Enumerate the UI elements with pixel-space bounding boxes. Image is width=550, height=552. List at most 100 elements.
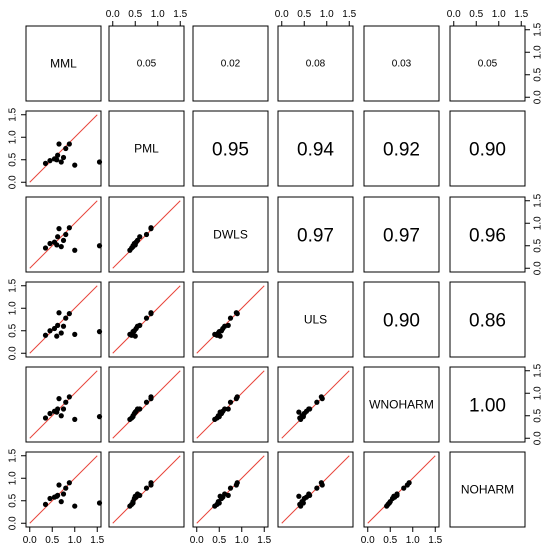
panel-wnoharm-pml [108, 366, 185, 443]
variable-label-noharm: NOHARM [461, 483, 514, 497]
panel-wnoharm-noharm: 1.00 [449, 366, 526, 443]
correlation-value: 1.00 [469, 396, 506, 417]
data-point [60, 406, 67, 412]
tick-label: 0.5 [128, 9, 142, 20]
data-point [212, 416, 218, 422]
data-point [314, 399, 320, 405]
panel-wnoharm-wnoharm: WNOHARM [363, 366, 440, 443]
tick-label: 1.0 [151, 9, 165, 20]
data-point [227, 485, 234, 491]
data-point [66, 394, 72, 400]
tick-label: 0.5 [383, 535, 397, 546]
data-point [60, 323, 67, 329]
panel-frame [449, 451, 526, 528]
y-axis-noharm-left: 0.0 0.5 1.0 1.5 [8, 448, 27, 530]
identity-line [281, 370, 350, 439]
data-point [143, 315, 150, 321]
data-point [384, 503, 390, 509]
panel-frame [192, 281, 269, 358]
identity-line [29, 370, 98, 439]
panel-pml-mml [25, 110, 103, 187]
panel-uls-wnoharm: 0.90 [363, 281, 440, 358]
tick-label: 1.5 [514, 9, 528, 20]
data-point [58, 244, 64, 250]
data-point [66, 225, 72, 231]
tick-label: 0.0 [275, 9, 289, 20]
panel-dwls-dwls: DWLS [192, 196, 269, 273]
tick-label: 1.0 [533, 45, 544, 59]
panel-frame [192, 110, 269, 187]
data-point [306, 491, 312, 497]
panel-noharm-mml [25, 451, 103, 528]
data-point [227, 315, 234, 321]
panel-noharm-pml [108, 451, 185, 528]
tick-label: 1.5 [8, 107, 19, 121]
data-point [96, 243, 103, 249]
correlation-value: 0.90 [383, 311, 420, 332]
data-point [127, 331, 133, 337]
panel-uls-dwls [192, 281, 269, 358]
data-point [72, 503, 78, 509]
tick-label: 1.5 [257, 535, 271, 546]
tick-label: 0.0 [533, 431, 544, 445]
panel-uls-mml [25, 281, 103, 358]
panel-frame [192, 196, 269, 273]
data-point [134, 323, 141, 329]
data-point [63, 145, 69, 152]
panel-dwls-noharm: 0.96 [449, 196, 526, 273]
tick-label: 0.5 [45, 535, 59, 546]
correlation-value: 0.97 [297, 226, 334, 247]
data-point [72, 162, 78, 168]
tick-label: 0.0 [106, 9, 120, 20]
panel-frame [25, 366, 102, 443]
data-point [60, 154, 67, 161]
data-point [55, 152, 61, 158]
data-point [60, 491, 67, 497]
tick-label: 1.5 [342, 9, 356, 20]
data-point [96, 414, 103, 420]
data-point [148, 311, 154, 317]
tick-label: 0.0 [447, 9, 461, 20]
data-point [318, 480, 324, 486]
tick-label: 1.0 [68, 535, 82, 546]
panel-frame [363, 281, 440, 358]
data-point [134, 491, 141, 497]
tick-label: 0.5 [212, 535, 226, 546]
y-axis-dwls-right: 0.0 0.5 1.0 1.5 [524, 193, 544, 275]
panel-frame [108, 110, 185, 187]
tick-label: 1.5 [8, 448, 19, 462]
panel-uls-pml [108, 281, 185, 358]
correlation-value: 0.86 [469, 311, 506, 332]
data-point [60, 237, 67, 243]
data-point [72, 416, 78, 422]
panel-frame [363, 366, 440, 443]
data-point [58, 413, 64, 419]
correlation-value: 0.05 [478, 59, 498, 70]
tick-label: 1.0 [8, 301, 19, 315]
data-point [212, 331, 218, 337]
tick-label: 0.5 [533, 67, 544, 81]
panel-mml-uls: 0.08 [277, 25, 354, 102]
x-axis-noharm-top: 0.0 0.5 1.0 1.5 [447, 9, 529, 27]
data-point [127, 503, 133, 509]
data-point [306, 406, 312, 412]
data-point [387, 499, 393, 505]
panel-frame [277, 451, 354, 528]
data-point [222, 406, 228, 412]
variable-label-pml: PML [134, 142, 159, 156]
data-point [96, 329, 103, 335]
data-point [227, 399, 234, 405]
data-point [143, 485, 150, 491]
panel-mml-wnoharm: 0.03 [363, 25, 440, 102]
panel-mml-pml: 0.05 [108, 25, 185, 102]
correlation-value: 0.92 [383, 140, 420, 161]
data-point [130, 413, 136, 419]
data-point [298, 416, 304, 422]
tick-label: 1.0 [235, 535, 249, 546]
panel-wnoharm-uls [277, 366, 354, 443]
panel-noharm-uls [277, 451, 354, 528]
data-point [314, 485, 320, 491]
data-point [51, 325, 58, 332]
data-point [63, 315, 69, 321]
